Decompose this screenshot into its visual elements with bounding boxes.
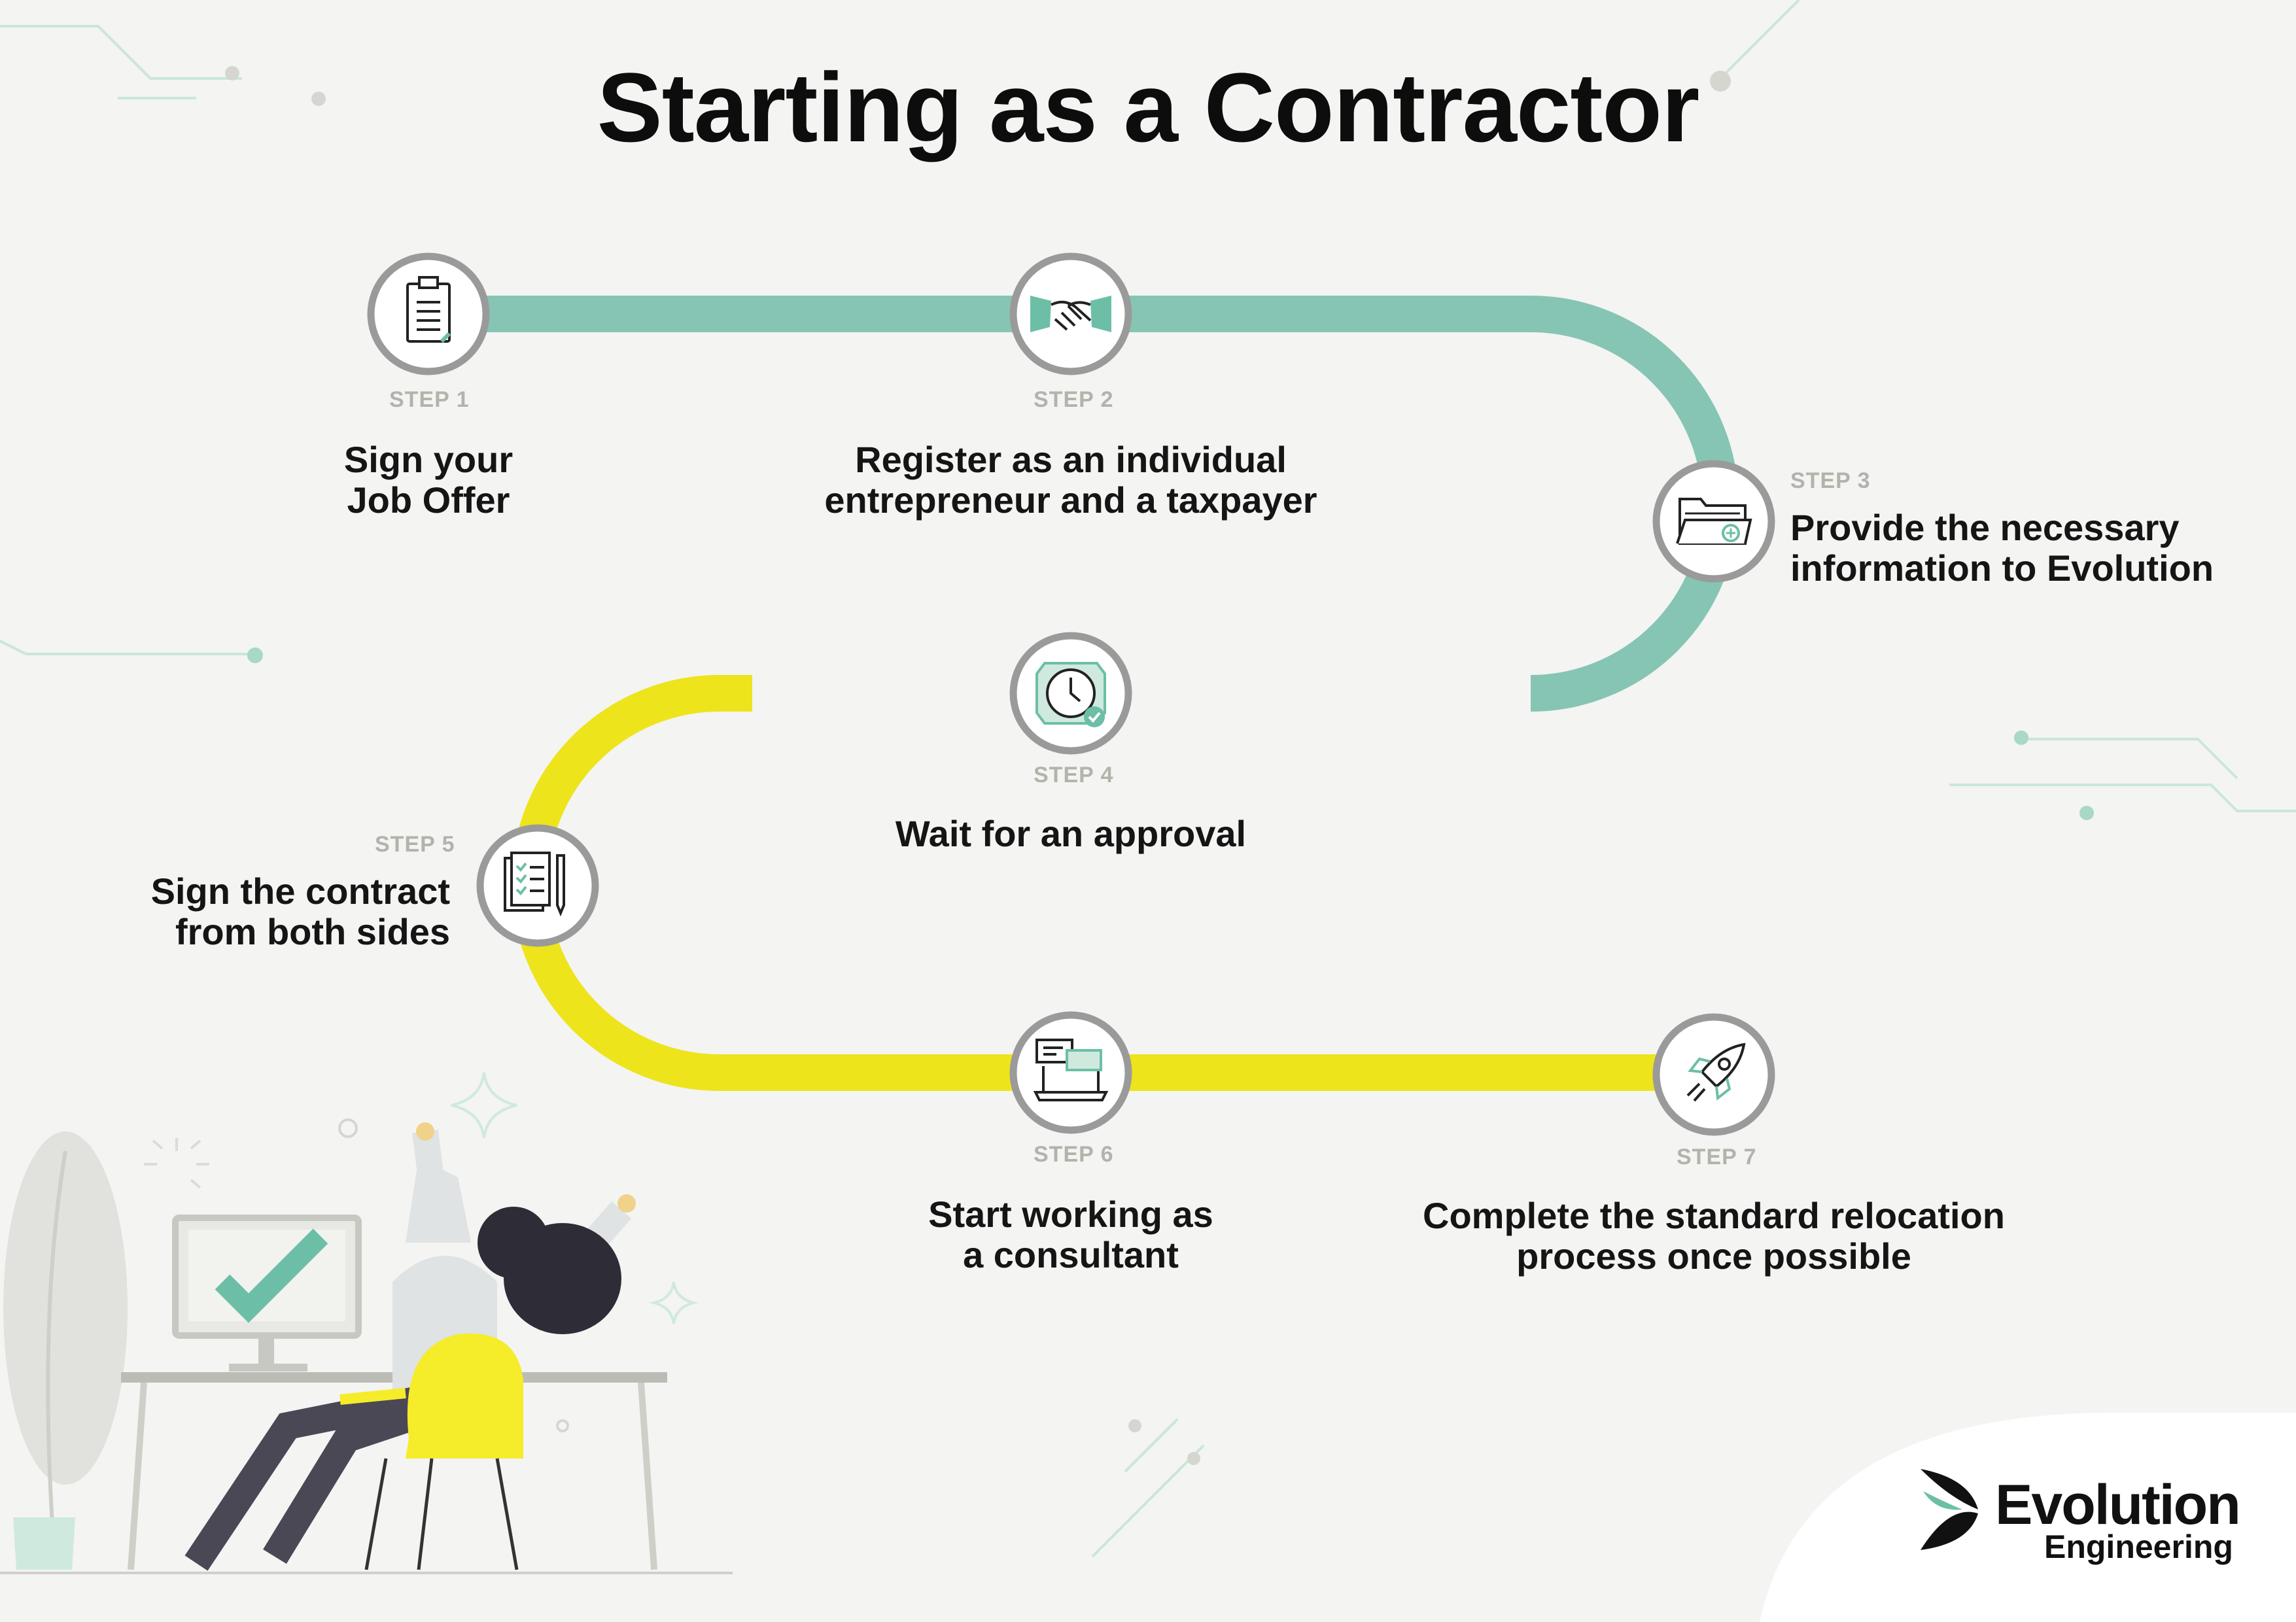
step-3-line-2: information to Evolution [1790, 547, 2214, 589]
checkmark-icon [215, 1228, 328, 1323]
step-1-label: STEP 1 [389, 387, 470, 412]
step-6-label: STEP 6 [1034, 1142, 1114, 1167]
step-7-line-2: process once possible [1516, 1235, 1911, 1277]
step-5-line-2: from both sides [175, 911, 450, 952]
step-3-text: Provide the necessary information to Evo… [1790, 508, 2274, 589]
step-5-node [476, 824, 599, 947]
step-1-node [367, 252, 490, 375]
step-3-node [1652, 460, 1775, 583]
evolution-logo-icon [1921, 1469, 1978, 1550]
brand-name: Evolution [1995, 1474, 2241, 1536]
step-5-text: Sign the contract from both sides [123, 871, 450, 952]
step-4-line-1: Wait for an approval [895, 813, 1247, 854]
step-1-line-1: Sign your [343, 439, 513, 480]
folder-icon [1676, 498, 1752, 545]
path-yellow-lower [512, 675, 1714, 1091]
clipboard-icon [406, 276, 451, 343]
step-4-node [1009, 632, 1132, 755]
step-7-line-1: Complete the standard relocation [1423, 1195, 2005, 1236]
step-2-line-2: entrepreneur and a taxpayer [824, 479, 1317, 521]
step-6-text: Start working as a consultant [842, 1194, 1300, 1275]
clock-icon [1035, 662, 1106, 727]
step-7-label: STEP 7 [1677, 1145, 1757, 1169]
laptop-chat-icon [1033, 1039, 1109, 1101]
worker-illustration [0, 1122, 733, 1574]
sparkle-icon [338, 1072, 699, 1432]
step-5-line-1: Sign the contract [150, 871, 450, 912]
step-1-line-2: Job Offer [347, 479, 510, 521]
step-7-text: Complete the standard relocation process… [1419, 1196, 2008, 1277]
circuit-decoration [0, 0, 2296, 1558]
contract-pen-icon [504, 852, 565, 917]
step-6-node [1009, 1011, 1132, 1134]
step-5-label: STEP 5 [375, 832, 455, 857]
handshake-icon [1030, 296, 1111, 332]
step-7-node [1652, 1013, 1775, 1136]
logo-panel [1760, 1413, 2296, 1622]
rocket-icon [1686, 1043, 1746, 1102]
sunburst-decoration [144, 1138, 209, 1189]
step-6-line-2: a consultant [963, 1234, 1179, 1275]
step-2-line-1: Register as an individual [855, 439, 1287, 480]
step-1-text: Sign your Job Offer [324, 440, 533, 521]
circuit-dots [225, 66, 1731, 1465]
step-4-text: Wait for an approval [809, 814, 1332, 854]
brand-sub: Engineering [2044, 1528, 2233, 1565]
circuit-dots-teal [247, 647, 2094, 820]
page-title: Starting as a Contractor [597, 52, 1700, 162]
step-2-label: STEP 2 [1034, 387, 1114, 412]
step-6-line-1: Start working as [928, 1194, 1213, 1235]
step-2-node [1009, 252, 1132, 375]
step-4-label: STEP 4 [1034, 763, 1114, 787]
step-3-line-1: Provide the necessary [1790, 507, 2180, 548]
step-2-text: Register as an individual entrepreneur a… [809, 440, 1332, 521]
step-3-label: STEP 3 [1790, 468, 1871, 493]
